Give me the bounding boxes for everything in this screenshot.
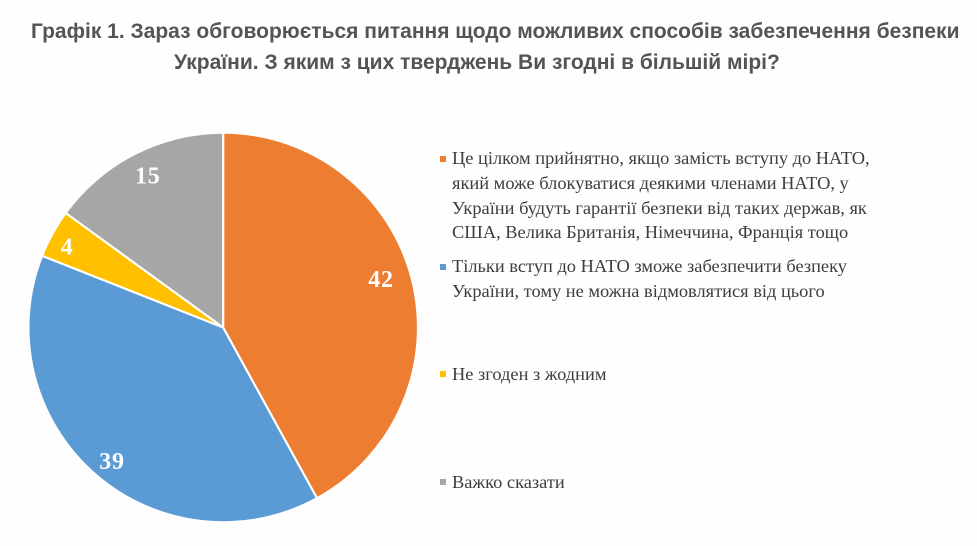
svg-text:39: 39 <box>99 449 125 475</box>
svg-text:15: 15 <box>135 164 161 190</box>
svg-text:4: 4 <box>61 234 73 260</box>
svg-text:42: 42 <box>368 267 394 293</box>
